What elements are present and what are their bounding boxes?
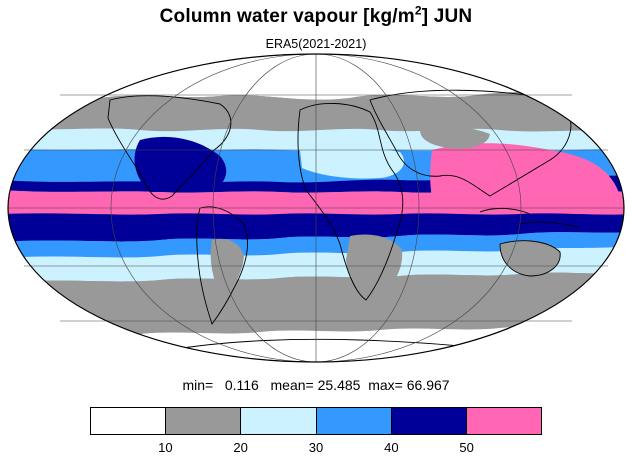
himalaya-gray <box>420 126 490 149</box>
colorbar-tick-label: 50 <box>459 440 474 455</box>
max-label: max= <box>368 377 403 393</box>
title-superscript: 2 <box>414 3 422 18</box>
mollweide-map <box>7 53 625 363</box>
chart-subtitle: ERA5(2021-2021) <box>265 37 367 51</box>
colorbar-cell-5 <box>466 408 542 434</box>
colorbar-tick-label: 40 <box>384 440 399 455</box>
colorbar-cell-4 <box>391 408 467 434</box>
colorbar-tick-label: 30 <box>308 440 324 455</box>
statistics-line: min= 0.116 mean= 25.485 max= 66.967 <box>0 377 632 393</box>
colorbar-cell-3 <box>316 408 392 434</box>
title-suffix: ] JUN <box>421 6 473 27</box>
map-border <box>7 53 625 363</box>
colorbar-tick-label: 20 <box>233 440 248 455</box>
south-america-dry-gray <box>210 238 244 296</box>
americas-darkblue <box>134 136 227 192</box>
north-america-coast <box>107 95 232 200</box>
australia-coast <box>499 240 561 277</box>
colorbar-cell-1 <box>166 408 242 434</box>
colorbar-cell-0 <box>91 408 167 434</box>
max-value: 66.967 <box>406 377 450 393</box>
min-value: 0.116 <box>224 377 259 393</box>
mean-value: 25.485 <box>317 377 361 393</box>
australia-dry-gray <box>500 240 561 276</box>
mean-label: mean= <box>270 377 314 393</box>
title-text: Column water vapour [kg/m <box>159 6 415 27</box>
colorbar <box>90 407 542 435</box>
indonesia-coast <box>479 207 581 229</box>
chart-title: Column water vapour [kg/m2] JUN <box>0 3 632 28</box>
asia-coast <box>369 89 572 197</box>
colorbar-tick-label: 10 <box>158 440 173 455</box>
colorbar-cell-2 <box>241 408 317 434</box>
africa-dry-gray <box>346 234 403 294</box>
europe-africa-coast <box>297 102 404 301</box>
south-america-coast <box>196 206 249 325</box>
min-label: min= <box>182 377 214 393</box>
sahara-lightblue <box>300 146 404 179</box>
